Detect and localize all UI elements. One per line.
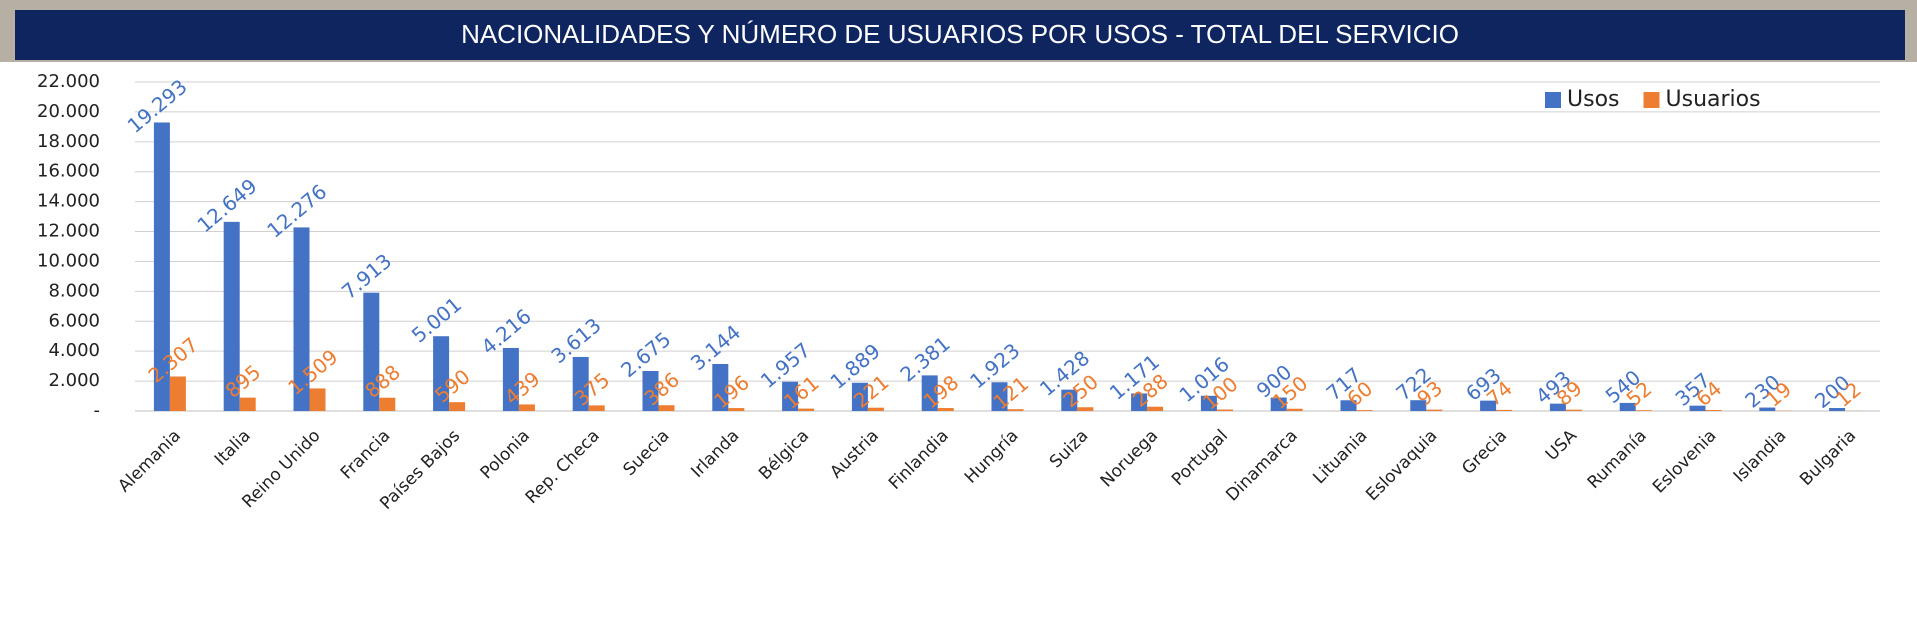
bar <box>309 388 326 411</box>
bar <box>1216 409 1233 411</box>
bar <box>1410 400 1427 411</box>
y-tick-label: 6.000 <box>48 310 100 331</box>
chart-title: NACIONALIDADES Y NÚMERO DE USUARIOS POR … <box>461 19 1459 49</box>
bar <box>588 405 605 411</box>
bar <box>642 370 659 411</box>
y-tick-label: 12.000 <box>37 221 100 242</box>
legend-label: Usos <box>1567 87 1620 112</box>
bar <box>658 405 675 411</box>
title-bar <box>15 10 1905 60</box>
bar <box>572 356 589 411</box>
bar <box>1565 409 1582 411</box>
y-tick-label: 2.000 <box>48 370 100 391</box>
bar <box>363 292 380 411</box>
bar <box>1759 407 1776 411</box>
bar <box>991 382 1008 411</box>
y-tick-label: - <box>94 400 101 421</box>
bar <box>1426 409 1443 411</box>
bar <box>1549 403 1566 411</box>
y-tick-label: 10.000 <box>37 250 100 271</box>
bar <box>728 408 745 411</box>
bar <box>798 408 815 411</box>
bar <box>1270 397 1287 411</box>
bar <box>1480 400 1497 411</box>
bar <box>1077 407 1094 411</box>
bar <box>1007 409 1024 411</box>
bar <box>712 363 729 411</box>
bar <box>223 221 240 411</box>
bar <box>851 382 868 411</box>
bar <box>937 408 954 411</box>
y-tick-label: 16.000 <box>37 161 100 182</box>
bar <box>1286 408 1303 411</box>
bar <box>921 375 938 411</box>
y-tick-label: 8.000 <box>48 280 100 301</box>
bar <box>1496 409 1513 411</box>
y-tick-label: 4.000 <box>48 340 100 361</box>
bar <box>169 376 186 411</box>
legend-swatch <box>1545 92 1561 108</box>
bar <box>1689 405 1706 411</box>
y-tick-label: 14.000 <box>37 191 100 212</box>
bar <box>1200 395 1217 411</box>
chart-panel <box>0 62 1917 639</box>
y-tick-label: 20.000 <box>37 101 100 122</box>
bar <box>1619 402 1636 411</box>
bar <box>1340 400 1357 411</box>
legend-swatch <box>1643 92 1660 108</box>
bar <box>239 397 256 411</box>
bar <box>433 336 450 411</box>
bar <box>449 402 466 411</box>
bar <box>1147 406 1164 411</box>
y-tick-label: 18.000 <box>37 131 100 152</box>
legend-label: Usuarios <box>1666 87 1761 112</box>
bar <box>293 227 310 411</box>
bar <box>1356 410 1373 411</box>
bar <box>782 381 799 411</box>
bar <box>502 347 519 411</box>
bar <box>379 397 396 411</box>
bar <box>1829 408 1846 411</box>
bar <box>1635 410 1652 411</box>
y-tick-label: 22.000 <box>37 71 100 92</box>
bar <box>1705 410 1722 411</box>
bar <box>1131 393 1148 411</box>
bar <box>1061 389 1078 411</box>
bar <box>867 407 884 411</box>
bar <box>518 404 535 411</box>
bar <box>153 122 170 411</box>
